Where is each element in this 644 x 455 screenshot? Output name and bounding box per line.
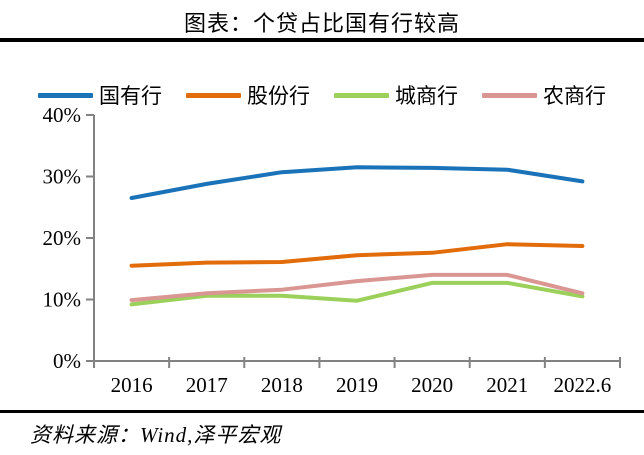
bottom-divider xyxy=(0,410,644,413)
y-tick-label: 10% xyxy=(43,288,82,312)
legend-item-1: 股份行 xyxy=(186,80,310,110)
series-line-0 xyxy=(129,165,585,200)
legend-swatch-icon xyxy=(38,92,93,98)
x-tick-label: 2021 xyxy=(486,373,528,397)
legend-swatch-icon xyxy=(482,92,537,98)
series-line-3 xyxy=(129,272,585,303)
legend-item-2: 城商行 xyxy=(334,80,458,110)
x-tick-label: 2019 xyxy=(336,373,378,397)
legend-label: 农商行 xyxy=(543,84,606,108)
series-line-1 xyxy=(129,242,585,268)
legend-label: 国有行 xyxy=(99,84,162,108)
legend-item-0: 国有行 xyxy=(38,80,162,110)
x-tick-label: 2022.6 xyxy=(554,373,612,397)
x-tick-label: 2020 xyxy=(411,373,453,397)
legend-swatch-icon xyxy=(334,92,389,98)
legend-label: 股份行 xyxy=(247,84,310,108)
chart-title: 图表：个贷占比国有行较高 xyxy=(183,11,460,36)
legend-swatch-icon xyxy=(186,92,241,98)
x-tick-label: 2018 xyxy=(261,373,303,397)
y-tick-label: 0% xyxy=(53,349,81,373)
legend-label: 城商行 xyxy=(395,84,458,108)
x-tick-label: 2016 xyxy=(111,373,153,397)
y-tick-label: 20% xyxy=(43,226,82,250)
title-divider xyxy=(0,38,644,42)
legend-item-3: 农商行 xyxy=(482,80,606,110)
series-line-2 xyxy=(129,280,585,307)
source-note: 资料来源：Wind,泽平宏观 xyxy=(30,423,282,447)
y-tick-label: 30% xyxy=(43,165,82,189)
chart-legend: 国有行 股份行 城商行 农商行 xyxy=(0,80,644,110)
y-tick-label: 40% xyxy=(43,105,82,127)
line-chart: 40% 30% 20% 10% 0% 2016 2017 2018 2019 2020 2021 20… xyxy=(43,105,621,397)
x-tick-label: 2017 xyxy=(186,373,228,397)
